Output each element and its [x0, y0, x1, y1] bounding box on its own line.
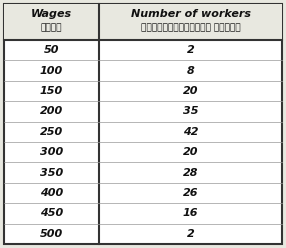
Text: 28: 28 — [183, 168, 198, 178]
Text: 2: 2 — [187, 45, 194, 55]
Bar — [4, 4, 282, 40]
Text: 2: 2 — [187, 229, 194, 239]
Text: 350: 350 — [40, 168, 63, 178]
Text: 100: 100 — [40, 66, 63, 76]
Text: 20: 20 — [183, 147, 198, 157]
Text: 16: 16 — [183, 208, 198, 218]
Text: Number of workers: Number of workers — [130, 9, 251, 19]
Text: കൂലി: കൂലി — [41, 24, 62, 32]
Text: 200: 200 — [40, 106, 63, 116]
Text: 20: 20 — [183, 86, 198, 96]
Text: 50: 50 — [44, 45, 59, 55]
Text: 500: 500 — [40, 229, 63, 239]
Text: 150: 150 — [40, 86, 63, 96]
Text: തൊഴിലാളികളുടെ എണ്ണം: തൊഴിലാളികളുടെ എണ്ണം — [141, 24, 240, 32]
Text: 26: 26 — [183, 188, 198, 198]
Text: 8: 8 — [187, 66, 194, 76]
Text: 450: 450 — [40, 208, 63, 218]
Text: 400: 400 — [40, 188, 63, 198]
Text: 250: 250 — [40, 127, 63, 137]
Text: Wages: Wages — [31, 9, 72, 19]
Text: 42: 42 — [183, 127, 198, 137]
Text: 300: 300 — [40, 147, 63, 157]
Text: 35: 35 — [183, 106, 198, 116]
